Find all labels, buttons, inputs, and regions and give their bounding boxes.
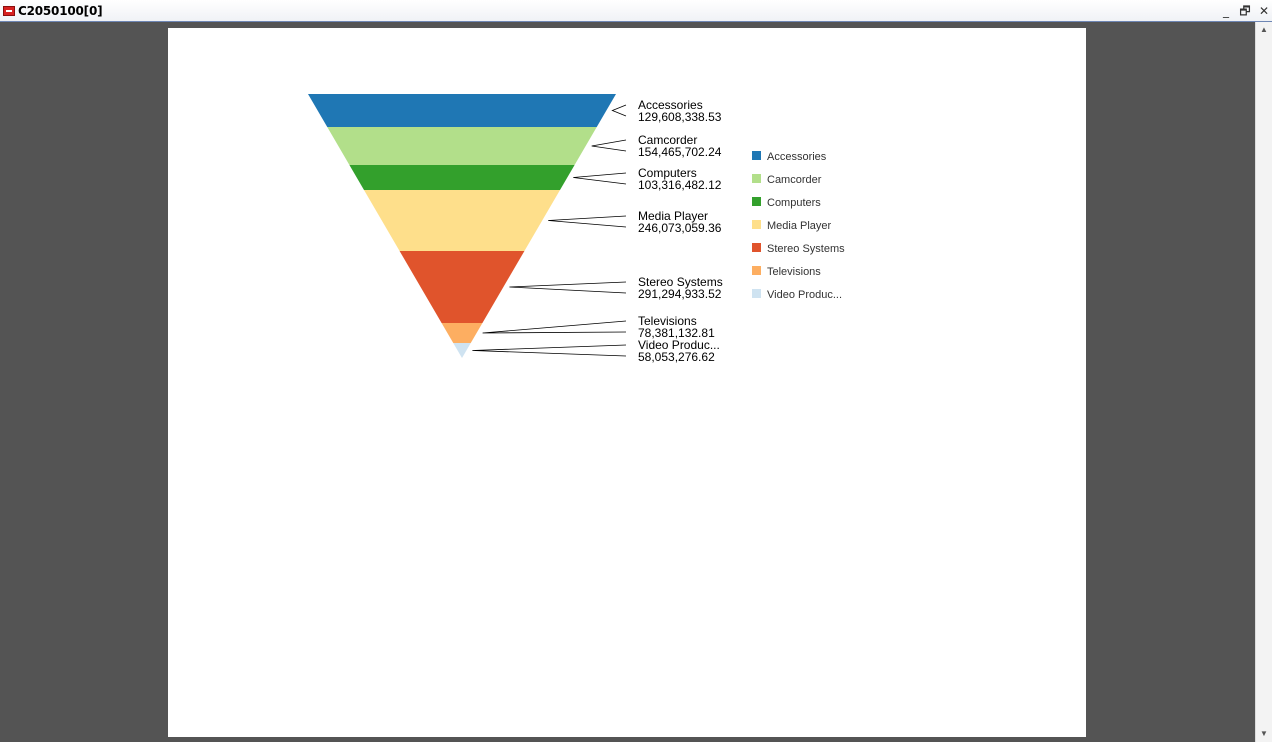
scroll-down-arrow-icon[interactable]: ▼: [1260, 729, 1268, 738]
legend-swatch: [752, 174, 761, 183]
app-icon: [3, 6, 15, 16]
leader-line: [548, 215, 627, 228]
legend-swatch: [752, 266, 761, 275]
data-label-category: Accessories: [638, 98, 703, 112]
legend-swatch: [752, 151, 761, 160]
funnel-segment-video-produc[interactable]: [453, 343, 471, 358]
legend-swatch: [752, 220, 761, 229]
data-label-category: Computers: [638, 166, 697, 180]
legend-item-label: Televisions: [767, 266, 821, 278]
restore-button[interactable]: 🗗: [1239, 4, 1251, 18]
funnel-chart: Accessories129,608,338.53Camcorder154,46…: [308, 94, 845, 364]
funnel-segment-stereo-systems[interactable]: [399, 251, 525, 323]
legend-item-label: Computers: [767, 197, 821, 209]
leader-line: [482, 320, 627, 334]
leader-line: [573, 172, 627, 185]
legend-item-label: Accessories: [767, 151, 827, 163]
scroll-up-arrow-icon[interactable]: ▲: [1260, 25, 1268, 34]
legend: Accessories Camcorder Computers Media Playe…: [752, 151, 845, 301]
legend-item-label: Video Produc...: [767, 289, 842, 301]
window-title: C2050100[0]: [18, 4, 103, 18]
funnel-segment-camcorder[interactable]: [327, 127, 597, 165]
leader-line: [611, 104, 627, 117]
funnel-segments: [308, 94, 616, 358]
data-label-category: Video Produc...: [638, 338, 720, 352]
data-label-category: Televisions: [638, 314, 697, 328]
data-label-category: Stereo Systems: [638, 275, 723, 289]
data-label-value: 58,053,276.62: [638, 350, 715, 364]
funnel-segment-computers[interactable]: [349, 165, 575, 190]
report-page: Accessories 129,608,338.53 Camcorder 154,46…: [168, 28, 1086, 737]
leader-lines: [472, 104, 627, 357]
funnel-segment-televisions[interactable]: [441, 323, 483, 343]
data-label-value: 78,381,132.81: [638, 326, 715, 340]
data-label-value: 129,608,338.53: [638, 110, 722, 124]
title-bar: C2050100[0] _ 🗗 ✕: [0, 0, 1272, 22]
vertical-scrollbar[interactable]: ▲ ▼: [1255, 22, 1272, 742]
data-label-value: 103,316,482.12: [638, 178, 722, 192]
data-label-value: 246,073,059.36: [638, 221, 722, 235]
data-label-value: 154,465,702.24: [638, 145, 722, 159]
legend-swatch: [752, 197, 761, 206]
legend-item-label: Camcorder: [767, 174, 822, 186]
data-label-category: Media Player: [638, 209, 708, 223]
close-button[interactable]: ✕: [1258, 4, 1270, 18]
leader-line: [472, 344, 627, 357]
legend-swatch: [752, 289, 761, 298]
legend-item-label: Stereo Systems: [767, 243, 845, 255]
leader-line: [509, 281, 627, 294]
funnel-segment-media-player[interactable]: [364, 190, 560, 251]
data-label-value: 291,294,933.52: [638, 287, 722, 301]
funnel-segment-accessories[interactable]: [308, 94, 616, 127]
minimize-button[interactable]: _: [1223, 4, 1229, 18]
data-label-category: Camcorder: [638, 133, 697, 147]
leader-line: [591, 139, 627, 152]
legend-swatch: [752, 243, 761, 252]
legend-item-label: Media Player: [767, 220, 832, 232]
